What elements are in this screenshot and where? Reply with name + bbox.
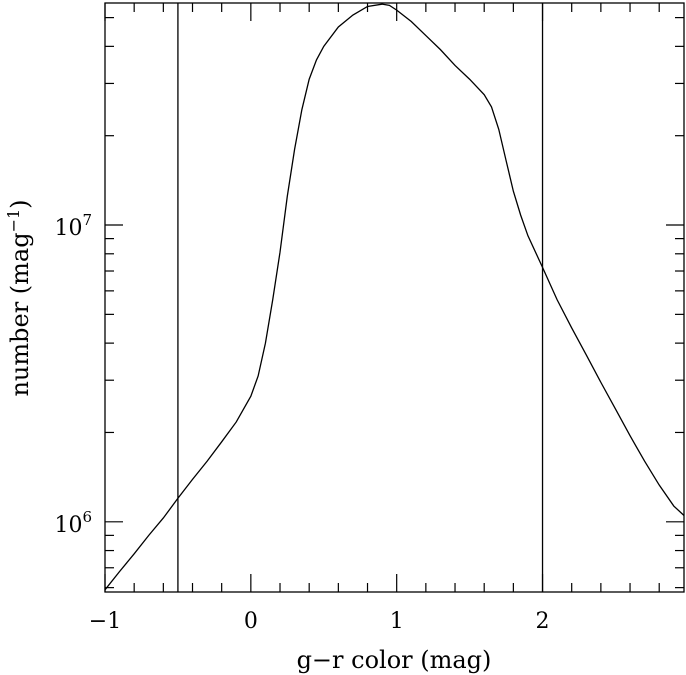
y-axis-title: number (mag−1): [4, 199, 34, 396]
y-tick-label-base: 10: [54, 513, 82, 538]
x-axis-tick-labels: −1 0 1 2: [89, 609, 550, 634]
y-tick-label-exponent: 7: [82, 211, 92, 229]
x-tick-label: 0: [244, 609, 258, 634]
x-axis-title: g−r color (mag): [297, 646, 492, 674]
plot-frame: [104, 2, 685, 593]
y-axis-title-text: number (mag: [6, 232, 34, 396]
y-tick-label: 107: [54, 211, 92, 241]
y-axis-title-exponent: −1: [4, 209, 23, 233]
series-line: [104, 3, 685, 591]
y-tick-label-exponent: 6: [82, 508, 92, 526]
x-tick-label: −1: [89, 609, 121, 634]
x-axis-ticks: [104, 3, 660, 592]
y-axis-ticks: [105, 17, 684, 589]
y-axis-title-suffix: ): [6, 199, 34, 208]
cut-lines: [177, 3, 544, 592]
x-tick-label: 2: [536, 609, 550, 634]
x-tick-label: 1: [390, 609, 404, 634]
y-tick-label-base: 10: [54, 216, 82, 241]
y-tick-label: 106: [54, 508, 92, 538]
